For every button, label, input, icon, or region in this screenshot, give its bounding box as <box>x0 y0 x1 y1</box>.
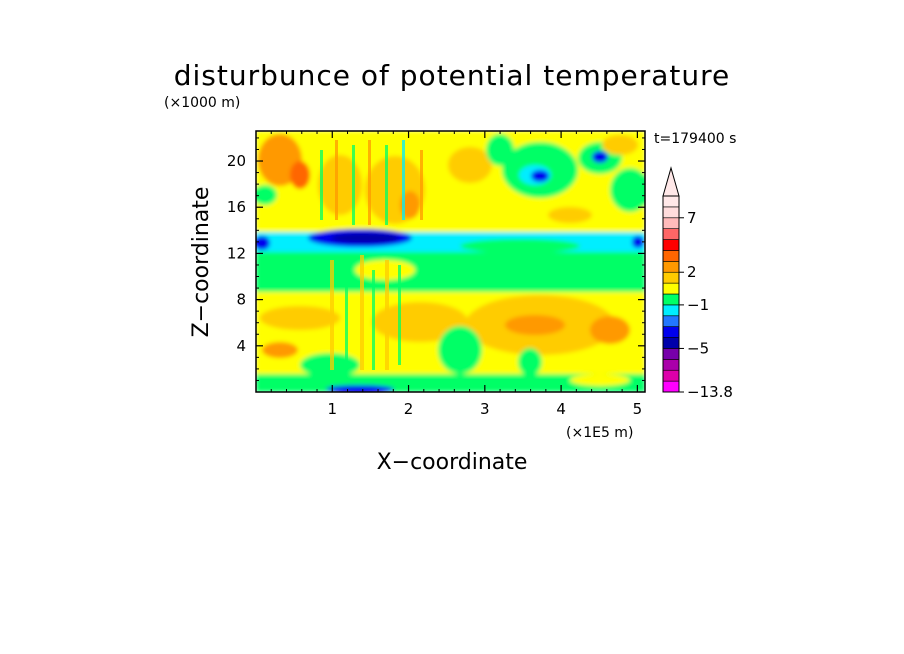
field-patch <box>518 348 542 376</box>
y-tick-label: 20 <box>227 152 246 170</box>
field-streak <box>320 150 323 220</box>
x-unit-label: (×1E5 m) <box>566 425 633 441</box>
field-streak <box>372 270 375 370</box>
colorbar-segment <box>662 261 680 273</box>
y-tick-label: 4 <box>236 337 246 355</box>
field-patch <box>632 236 644 248</box>
plot-frame <box>255 130 646 393</box>
colorbar-segment <box>662 337 680 349</box>
colorbar-segment <box>662 348 680 360</box>
field-patch <box>372 302 468 342</box>
field-streak <box>398 265 401 365</box>
x-tick-label: 1 <box>328 400 338 418</box>
colorbar-segment <box>662 250 680 262</box>
colorbar-segment <box>662 228 680 240</box>
colorbar-tick-label: −1 <box>687 296 709 314</box>
field-patch <box>602 135 638 155</box>
colorbar-segment <box>662 326 680 338</box>
field-patch <box>256 185 277 205</box>
y-axis-label: Z−coordinate <box>189 187 214 338</box>
field-patch <box>448 147 492 183</box>
field-patch <box>331 233 399 243</box>
field-patch <box>531 170 549 182</box>
colorbar-segment <box>662 359 680 371</box>
colorbar-segment <box>662 206 680 219</box>
x-axis-label: X−coordinate <box>377 450 528 475</box>
y-tick-label: 8 <box>236 291 246 309</box>
field-streak <box>385 260 389 370</box>
field-patch <box>438 326 482 374</box>
x-tick-label: 4 <box>556 400 566 418</box>
field-streak <box>420 150 423 220</box>
x-tick-label: 5 <box>633 400 643 418</box>
colorbar-segment <box>662 282 680 295</box>
field-streak <box>368 140 371 225</box>
field-patch <box>260 306 340 330</box>
colorbar-tick-label: −5 <box>687 339 709 357</box>
colorbar-segment <box>662 271 680 284</box>
field-patch <box>505 315 565 335</box>
colorbar-segment <box>662 380 680 393</box>
y-tick-label: 12 <box>227 244 246 262</box>
colorbar-segment <box>662 195 680 208</box>
field-patch <box>610 168 645 212</box>
colorbar-extend-arrow <box>662 166 680 197</box>
field-patch <box>318 155 362 215</box>
x-axis-ticks: 1 2 3 4 5 <box>270 131 643 418</box>
field-streak <box>360 255 364 370</box>
field-streak <box>335 140 338 220</box>
field-streak <box>352 145 355 225</box>
field-patch <box>256 236 270 250</box>
field-mid-band <box>256 252 645 298</box>
colorbar-tick-label: 2 <box>687 263 697 281</box>
field-patch <box>590 316 630 344</box>
contour-field <box>256 131 645 392</box>
colorbar-frame <box>662 195 680 393</box>
field-streak <box>330 260 334 370</box>
field-patch <box>460 239 580 253</box>
colorbar-tick-label: 7 <box>687 209 697 227</box>
time-label: t=179400 s <box>654 131 736 147</box>
y-axis-ticks: 4 8 12 16 20 <box>227 137 645 381</box>
colorbar-segment <box>662 304 680 317</box>
colorbar-segment <box>662 315 680 327</box>
field-streak <box>402 140 405 220</box>
colorbar-segment <box>662 217 680 229</box>
colorbar-segment <box>662 293 680 306</box>
chart-title: disturbunce of potential temperature <box>174 59 731 92</box>
field-patch <box>326 385 394 392</box>
field-patch <box>548 207 592 223</box>
field-patch <box>262 342 298 358</box>
field-patch <box>570 374 630 386</box>
field-patch <box>290 161 310 189</box>
field-streak <box>345 270 348 370</box>
field-patch <box>592 151 608 163</box>
x-tick-label: 2 <box>404 400 414 418</box>
colorbar-segment <box>662 239 680 251</box>
field-streak <box>385 145 388 225</box>
colorbar-tick-label: −13.8 <box>687 383 733 401</box>
colorbar: 7 2 −1 −5 −13.8 <box>662 166 733 401</box>
colorbar-segment <box>662 369 680 382</box>
y-tick-label: 16 <box>227 198 246 216</box>
x-tick-label: 3 <box>480 400 490 418</box>
y-unit-label: (×1000 m) <box>164 95 240 111</box>
